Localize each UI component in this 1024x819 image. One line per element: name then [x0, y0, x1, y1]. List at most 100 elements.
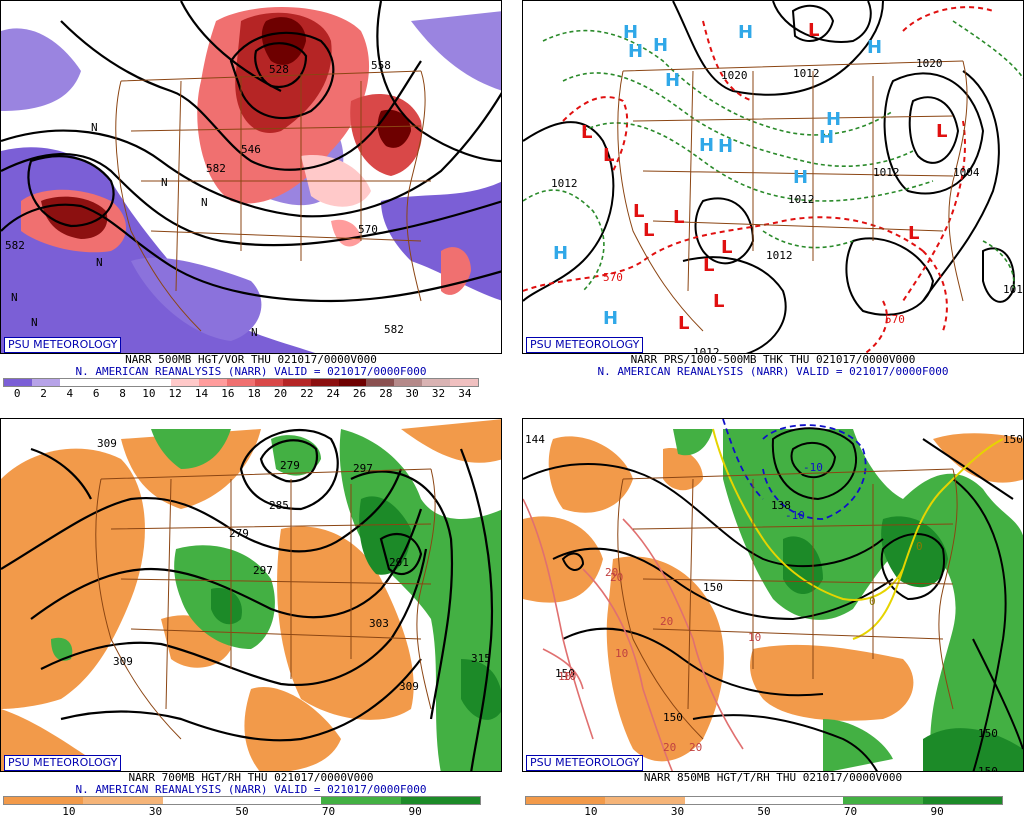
contour-label: 150 [1003, 433, 1023, 446]
colorbar-segment [400, 797, 480, 804]
colorbar-tick-label: 26 [352, 387, 367, 400]
colorbar-segment [87, 379, 116, 386]
contour-label: 297 [253, 564, 273, 577]
low-pressure-center: L [603, 145, 614, 166]
isobar-label: 1004 [953, 166, 980, 179]
colorbar-tick-label: 0 [13, 387, 21, 400]
map-valid-time: N. AMERICAN REANALYSIS (NARR) VALID = 02… [75, 365, 427, 378]
map-title: NARR 850MB HGT/T/RH THU 021017/0000V000 [643, 771, 903, 784]
contour-label: 582 [206, 162, 226, 175]
colorbar-tick-label: 30 [148, 805, 163, 818]
high-pressure-center: H [628, 41, 643, 62]
psu-meteorology-badge: PSU METEOROLOGY [4, 337, 122, 353]
low-pressure-center: L [721, 237, 732, 258]
colorbar-tick-label: 14 [194, 387, 209, 400]
high-pressure-center: H [819, 127, 834, 148]
political-borders [617, 468, 958, 740]
thickness-label: 570 [603, 271, 623, 284]
positive-isotherms [523, 498, 744, 771]
isotherm-label: -10 [803, 461, 823, 474]
colorbar-tick-label: 70 [321, 805, 336, 818]
colorbar-segment [422, 379, 450, 386]
negative-isotherms [722, 419, 867, 520]
height-contours [1, 1, 501, 303]
low-pressure-center: L [936, 121, 947, 142]
psu-meteorology-badge: PSU METEOROLOGY [4, 755, 122, 771]
humidity-850mb-map-svg: 144 150 -10 138 -10 150 10 20 20 10 150 … [523, 419, 1023, 771]
colorbar-tick-label: 30 [670, 805, 685, 818]
dry-shading [1, 419, 501, 771]
humidity-700mb-map: 309 279 297 285 279 297 291 303 309 309 … [0, 418, 502, 772]
high-pressure-center: H [718, 136, 733, 157]
high-pressure-center: H [793, 167, 808, 188]
political-borders [617, 60, 968, 332]
colorbar-segment [684, 797, 764, 804]
low-pressure-center: L [703, 255, 714, 276]
colorbar-segment [321, 797, 401, 804]
contour-label: 150 [555, 667, 575, 680]
contour-label: 558 [371, 59, 391, 72]
contour-label: 279 [229, 527, 249, 540]
low-pressure-center: L [713, 291, 724, 312]
low-pressure-center: L [581, 122, 592, 143]
pressure-map-labels: 1020 1012 1020 1012 1012 1012 1012 1012 … [551, 57, 1024, 354]
colorbar-segment [162, 797, 242, 804]
colorbar-tick-label: 30 [405, 387, 419, 400]
colorbar-segment [59, 379, 88, 386]
zero-isotherm [712, 428, 1004, 640]
colorbar-tick-label: 50 [757, 805, 771, 818]
contour-label: 309 [97, 437, 117, 450]
high-pressure-center: H [699, 135, 714, 156]
isobar-label: 1012 [788, 193, 815, 206]
contour-label: 297 [353, 462, 373, 475]
colorbar-segment [227, 379, 255, 386]
colorbar-tick-label: 10 [584, 805, 598, 818]
vorticity-minimum-marker: N [91, 121, 98, 134]
isotherm-label: 20 [660, 615, 673, 628]
colorbar-segment [310, 379, 339, 386]
isobar-label: 1012 [793, 67, 820, 80]
isobar-label: 1012 [693, 346, 720, 354]
low-pressure-center: L [633, 201, 644, 222]
colorbar-tick-label: 50 [235, 805, 249, 818]
vorticity-map: 582 N N N N N N N 582 570 582 546 558 52… [0, 0, 502, 354]
map-valid-time: N. AMERICAN REANALYSIS (NARR) VALID = 02… [597, 365, 949, 378]
isobar-label: 1012 [551, 177, 578, 190]
colorbar-tick-label: 12 [168, 387, 182, 400]
low-pressure-center: L [643, 220, 654, 241]
isobar-label: 1012 [1003, 283, 1024, 296]
colorbar-tick-label: 10 [142, 387, 156, 400]
colorbar-tick-label: 22 [300, 387, 314, 400]
vorticity-minimum-marker: N [96, 256, 103, 269]
contour-label: 138 [771, 499, 791, 512]
colorbar-tick-label: 32 [431, 387, 446, 400]
contour-label: 582 [5, 239, 25, 252]
high-pressure-center: H [653, 35, 668, 56]
colorbar-segment [922, 797, 1002, 804]
isotherm-label: 10 [748, 631, 761, 644]
map-valid-time: N. AMERICAN REANALYSIS (NARR) VALID = 02… [75, 783, 427, 796]
thickness-label: 570 [885, 313, 905, 326]
colorbar-segment [763, 797, 844, 804]
colorbar-tick-label: 90 [408, 805, 422, 818]
map-title: NARR 700MB HGT/RH THU 021017/0000V000 [128, 771, 374, 784]
colorbar-tick-label: 16 [221, 387, 235, 400]
panel-700mb-humidity: 309 279 297 285 279 297 291 303 309 309 … [0, 418, 502, 818]
vorticity-minimum-marker: N [201, 196, 208, 209]
dewpoint-lines [523, 20, 1023, 292]
contour-label: 309 [113, 655, 133, 668]
map-title: NARR PRS/1000-500MB THK THU 021017/0000V… [630, 353, 916, 366]
vorticity-colorbar [3, 378, 479, 387]
colorbar-segment [282, 379, 311, 386]
isotherm-label: 0 [916, 540, 923, 553]
isotherm-label: 0 [869, 595, 876, 608]
colorbar-segment [171, 379, 200, 386]
colorbar-tick-label: 70 [843, 805, 858, 818]
low-pressure-center: L [678, 313, 689, 334]
humidity-colorbar [3, 796, 481, 805]
low-pressure-center: L [908, 223, 919, 244]
psu-meteorology-badge: PSU METEOROLOGY [526, 337, 644, 353]
vorticity-map-labels: 582 N N N N N N N 582 570 582 546 558 52… [5, 59, 404, 339]
high-pressure-center: H [867, 37, 882, 58]
